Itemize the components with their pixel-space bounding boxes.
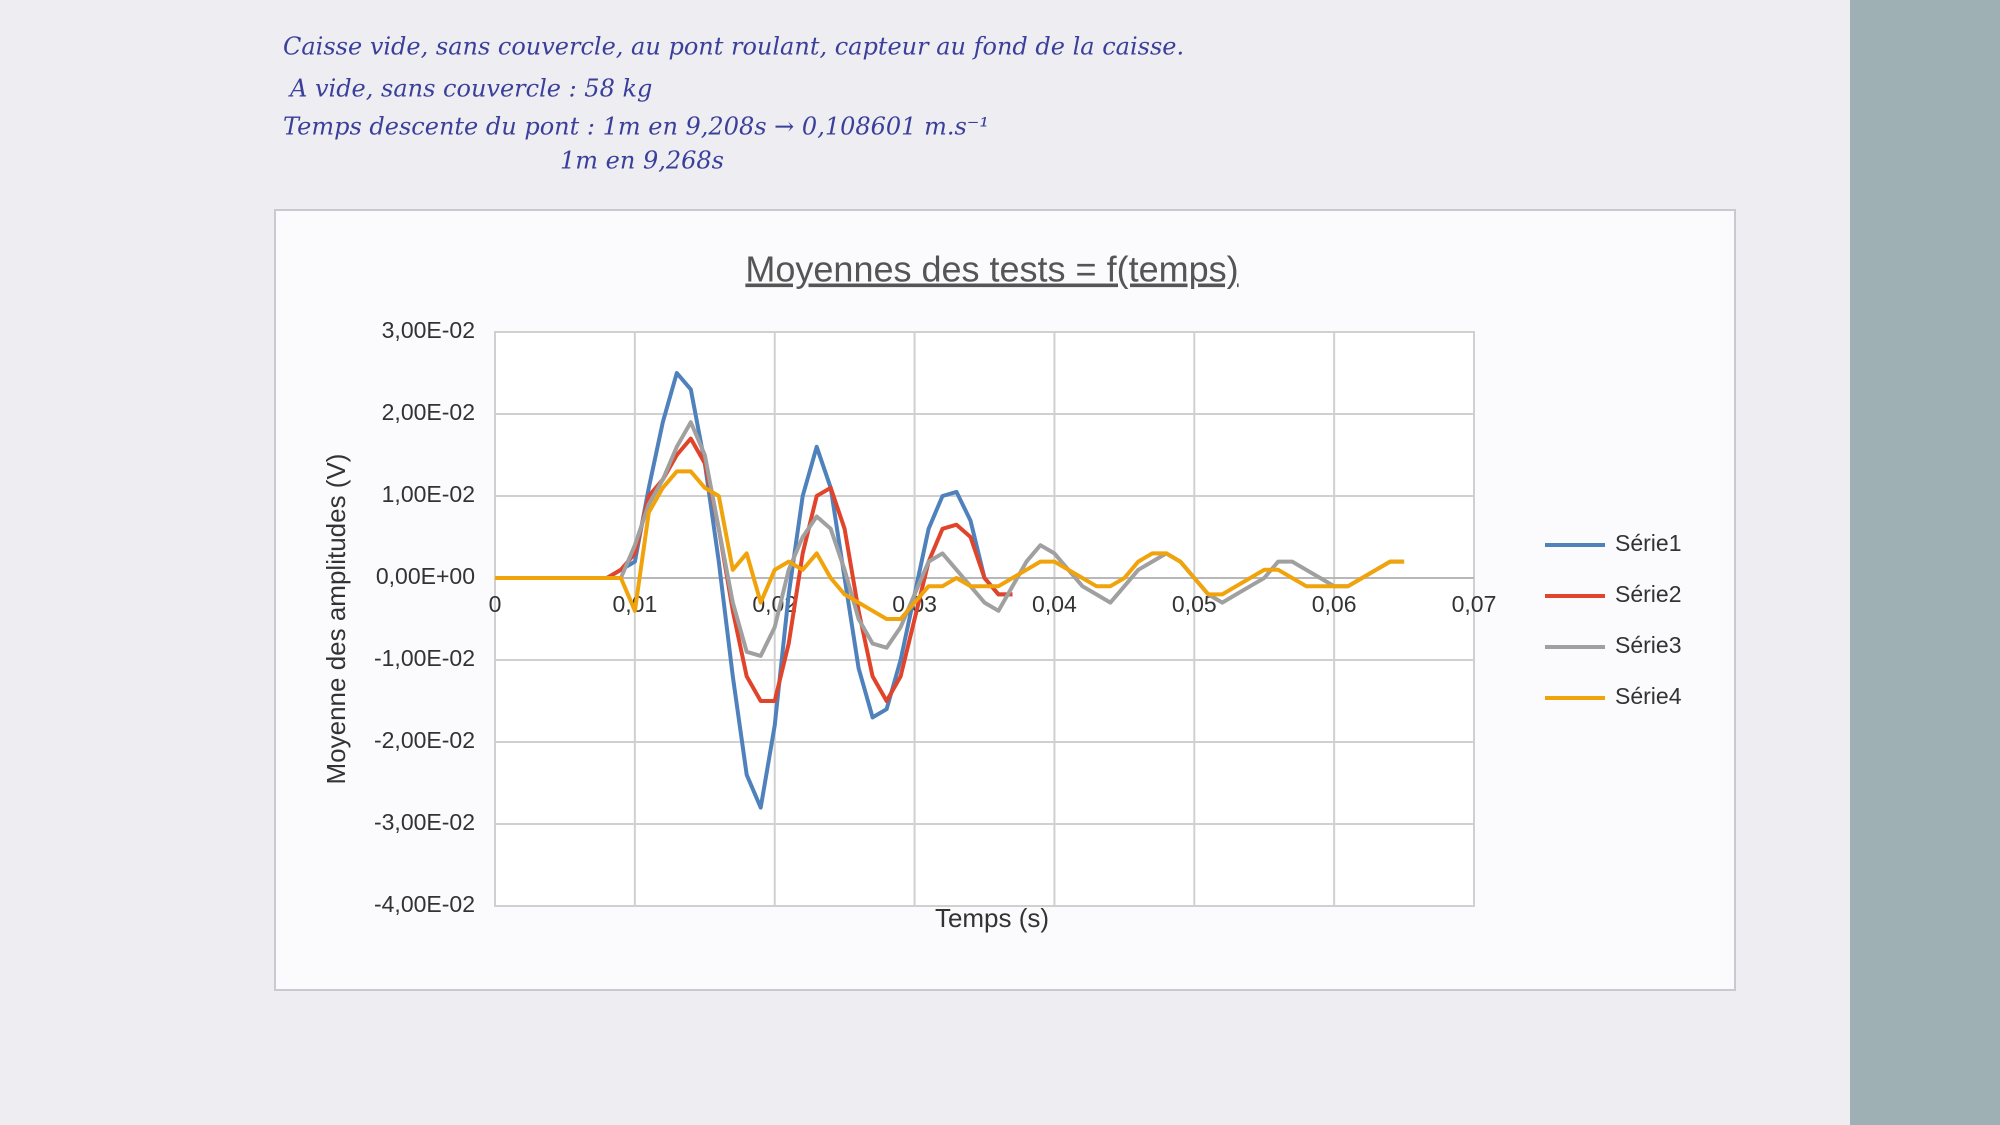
y-tick-label: 2,00E-02 [382, 399, 475, 425]
handwritten-note: Temps descente du pont : 1m en 9,208s → … [283, 113, 989, 141]
series-line [495, 420, 1405, 658]
y-tick-label: -3,00E-02 [374, 809, 475, 835]
handwritten-note: Caisse vide, sans couvercle, au pont rou… [283, 33, 1184, 61]
legend-label: Série3 [1615, 632, 1681, 658]
y-tick-label: -1,00E-02 [374, 645, 475, 671]
legend-label: Série1 [1615, 530, 1681, 556]
x-tick-label: 0 [489, 591, 502, 617]
x-axis-label: Temps (s) [935, 903, 1049, 933]
handwritten-note: 1m en 9,268s [560, 147, 724, 175]
chart-title: Moyennes des tests = f(temps) [745, 249, 1238, 290]
series-line [495, 469, 1405, 621]
x-tick-label: 0,07 [1452, 591, 1497, 617]
y-tick-label: -4,00E-02 [374, 891, 475, 917]
y-tick-label: 1,00E-02 [382, 481, 475, 507]
x-tick-label: 0,06 [1312, 591, 1357, 617]
y-tick-label: 3,00E-02 [382, 317, 475, 343]
y-tick-label: 0,00E+00 [376, 563, 475, 589]
annotations: Caisse vide, sans couvercle, au pont rou… [283, 33, 1184, 175]
legend-label: Série4 [1615, 683, 1682, 709]
y-axis-label: Moyenne des amplitudes (V) [321, 454, 351, 785]
plot-area [494, 331, 1475, 907]
handwritten-note: A vide, sans couvercle : 58 kg [288, 75, 652, 103]
x-tick-label: 0,04 [1032, 591, 1077, 617]
legend-label: Série2 [1615, 581, 1681, 607]
y-tick-label: -2,00E-02 [374, 727, 475, 753]
